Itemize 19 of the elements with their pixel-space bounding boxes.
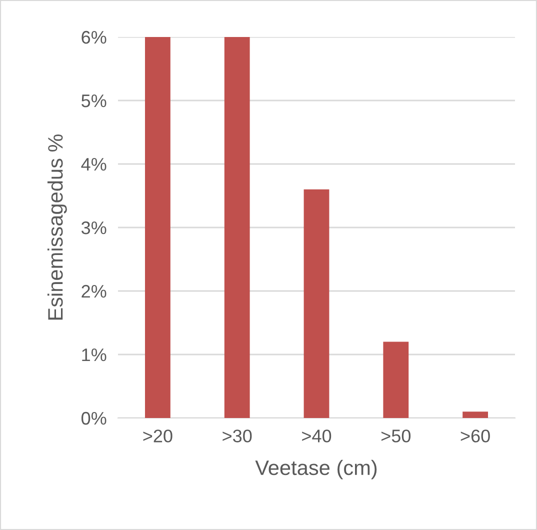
- x-tick-label: >30: [222, 430, 252, 442]
- y-tick-label: 1%: [82, 348, 106, 362]
- y-tick-label: 0%: [82, 412, 106, 425]
- x-tick-label: >40: [302, 430, 332, 442]
- y-tick-label: 2%: [82, 284, 106, 298]
- bar: [224, 37, 250, 418]
- x-axis-title: Veetase (cm): [255, 460, 377, 480]
- bar: [304, 189, 330, 418]
- y-tick-label: 4%: [81, 158, 106, 171]
- bar: [383, 342, 409, 418]
- y-tick-label: 6%: [82, 30, 106, 44]
- bar: [462, 412, 488, 418]
- x-tick-label: >60: [460, 430, 490, 442]
- y-axis-title: Esinemissagedus %: [47, 134, 67, 320]
- bar: [144, 37, 170, 418]
- y-tick-label: 5%: [82, 94, 106, 108]
- y-tick-label: 3%: [81, 221, 106, 234]
- x-tick-label: >20: [143, 430, 172, 442]
- x-tick-label: >50: [381, 430, 411, 442]
